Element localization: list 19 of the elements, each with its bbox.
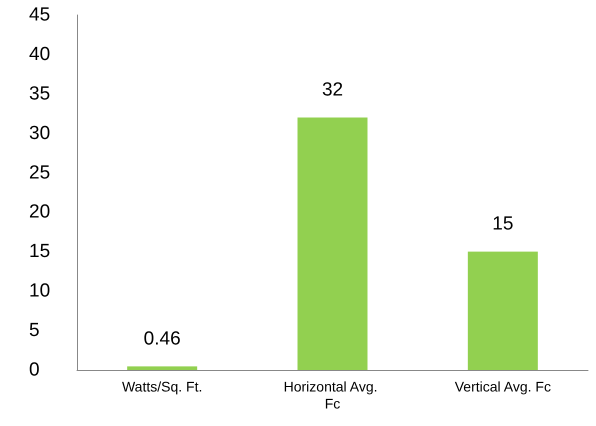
y-tick-label: 10 — [29, 280, 50, 302]
bar — [468, 252, 538, 370]
x-tick-label: Watts/Sq. Ft. — [122, 378, 202, 394]
data-label: 0.46 — [144, 328, 181, 350]
data-label: 32 — [322, 80, 344, 101]
y-tick-label: 5 — [29, 320, 40, 342]
bar — [298, 118, 368, 370]
data-label: 15 — [492, 214, 514, 235]
y-tick-label: 40 — [29, 44, 50, 65]
y-tick-label: 0 — [29, 360, 40, 380]
bar — [127, 366, 198, 370]
x-tick-label: Vertical Avg. Fc — [454, 378, 551, 394]
y-tick-label: 35 — [29, 83, 50, 104]
y-tick-label: 45 — [29, 4, 50, 26]
y-tick-label: 25 — [29, 162, 50, 184]
y-tick-label: 20 — [29, 202, 50, 223]
y-tick-label: 30 — [29, 122, 50, 144]
x-tick-label: Horizontal Avg. Fc — [284, 378, 382, 412]
y-tick-label: 15 — [29, 241, 50, 262]
